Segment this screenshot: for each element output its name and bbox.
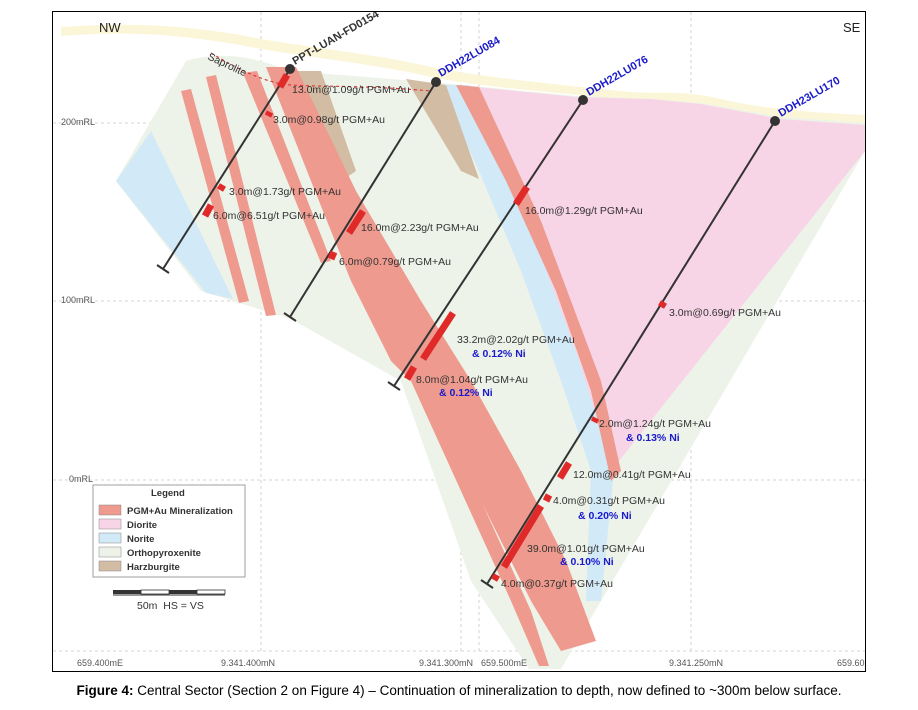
grid-label: 9.341.300mN	[419, 658, 473, 668]
legend-swatch-diorite	[98, 518, 122, 530]
figure-caption: Figure 4: Central Sector (Section 2 on F…	[0, 683, 918, 698]
unit-norite-east	[439, 85, 613, 601]
drillhole-label-lu084[interactable]: DDH22LU084	[437, 34, 504, 79]
intercept-label: 3.0m@0.98g/t PGM+Au	[273, 114, 385, 126]
intercept-label: 3.0m@1.73g/t PGM+Au	[229, 186, 341, 198]
unit-harzburgite-2	[406, 79, 479, 179]
legend-title: Legend	[151, 488, 185, 499]
legend-item-label: Diorite	[127, 520, 157, 531]
intercept-label: 4.0m@0.31g/t PGM+Au	[553, 495, 665, 507]
elevation-label-0: 0mRL	[69, 474, 93, 484]
intercept-label: 39.0m@1.01g/t PGM+Au	[527, 543, 645, 555]
collars	[285, 64, 780, 126]
unit-norite-west	[116, 131, 233, 299]
topography-band	[61, 24, 865, 125]
drill-traces	[156, 68, 776, 589]
legend-swatch-pgm	[98, 504, 122, 516]
intercept-label: 13.0m@1.09g/t PGM+Au	[292, 84, 410, 96]
unit-diorite	[456, 85, 865, 471]
orientation-se: SE	[843, 20, 861, 35]
caption-text: Central Sector (Section 2 on Figure 4) –…	[133, 683, 842, 698]
intercept-label: 3.0m@0.69g/t PGM+Au	[669, 307, 781, 319]
intercept-label: 16.0m@1.29g/t PGM+Au	[525, 205, 643, 217]
intercept-label: 12.0m@0.41g/t PGM+Au	[573, 469, 691, 481]
orientation-nw: NW	[99, 20, 121, 35]
grid-label: 9.341.400mN	[221, 658, 275, 668]
legend-swatch-norite	[98, 532, 122, 544]
intercept-label: 2.0m@1.24g/t PGM+Au	[599, 418, 711, 430]
intercept-label: 6.0m@0.79g/t PGM+Au	[339, 256, 451, 268]
scale-label: 50m HS = VS	[137, 600, 204, 612]
intercept-label: 6.0m@6.51g/t PGM+Au	[213, 210, 325, 222]
cross-section-frame: NW SE Saprolite 200mRL 100mRL 0mRL 659.4…	[52, 11, 866, 672]
intercept-ni-label: & 0.13% Ni	[626, 432, 680, 444]
grid-labels: 659.400mE 9.341.400mN 9.341.300mN 659.50…	[77, 658, 865, 668]
legend-item-label: Orthopyroxenite	[127, 548, 201, 559]
intercept-ni-label: & 0.12% Ni	[439, 387, 493, 399]
grid-label: 659.500mE	[481, 658, 527, 668]
intercept-label: 16.0m@2.23g/t PGM+Au	[361, 222, 479, 234]
elevation-label-200: 200mRL	[61, 117, 95, 127]
legend: Legend PGM+Au Mineralization Diorite Nor…	[92, 484, 246, 578]
intercept-bars	[201, 73, 668, 582]
scale-bar: 50m HS = VS	[113, 589, 226, 612]
legend-item-label: Norite	[127, 534, 154, 545]
grid-label: 9.341.250mN	[669, 658, 723, 668]
intercept-ni-label: & 0.12% Ni	[472, 348, 526, 360]
legend-swatch-harzburgite	[98, 560, 122, 572]
elevation-label-100: 100mRL	[61, 295, 95, 305]
intercept-label: 33.2m@2.02g/t PGM+Au	[457, 334, 575, 346]
legend-item-label: PGM+Au Mineralization	[127, 506, 233, 517]
intercept-ni-label: & 0.10% Ni	[560, 556, 614, 568]
legend-swatch-orthopyroxenite	[98, 546, 122, 558]
legend-item-label: Harzburgite	[127, 562, 180, 573]
intercept-ni-label: & 0.20% Ni	[578, 510, 632, 522]
saprolite-boundary	[210, 52, 432, 92]
grid-label: 659.400mE	[77, 658, 123, 668]
intercept-label: 8.0m@1.04g/t PGM+Au	[416, 374, 528, 386]
intercept-label: 4.0m@0.37g/t PGM+Au	[501, 578, 613, 590]
grid-label: 659.60	[837, 658, 865, 668]
caption-prefix: Figure 4:	[76, 683, 134, 698]
cross-section: NW SE Saprolite 200mRL 100mRL 0mRL 659.4…	[53, 12, 865, 669]
mineralization-zones	[181, 67, 621, 666]
